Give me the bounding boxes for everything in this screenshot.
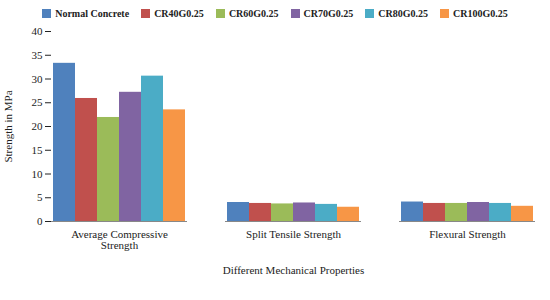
html-text:CR100G0.25: CR100G0.25	[453, 8, 508, 19]
svg-text:40: 40	[32, 25, 44, 37]
svg-text:5: 5	[37, 191, 43, 203]
svg-text:25: 25	[32, 96, 44, 108]
svg-text:Average CompressiveStrength: Average CompressiveStrength	[71, 228, 168, 251]
svg-text:35: 35	[32, 49, 44, 61]
svg-text:30: 30	[32, 73, 44, 85]
svg-text:15: 15	[32, 144, 44, 156]
svg-text:20: 20	[32, 120, 44, 132]
svg-text:0: 0	[37, 215, 43, 227]
html-text:Normal Concrete: Normal Concrete	[55, 8, 130, 19]
svg-text:Flexural Strength: Flexural Strength	[429, 228, 506, 240]
svg-text:Strength in MPa: Strength in MPa	[2, 90, 14, 162]
html-text:CR40G0.25: CR40G0.25	[154, 8, 204, 19]
html-text:CR80G0.25: CR80G0.25	[378, 8, 429, 19]
html-text:CR70G0.25: CR70G0.25	[303, 8, 354, 19]
svg-text:Different Mechanical Propertie: Different Mechanical Properties	[223, 264, 365, 276]
svg-text:Split Tensile Strength: Split Tensile Strength	[246, 228, 341, 240]
html-text:CR60G0.25: CR60G0.25	[228, 8, 279, 19]
svg-text:10: 10	[32, 168, 44, 180]
